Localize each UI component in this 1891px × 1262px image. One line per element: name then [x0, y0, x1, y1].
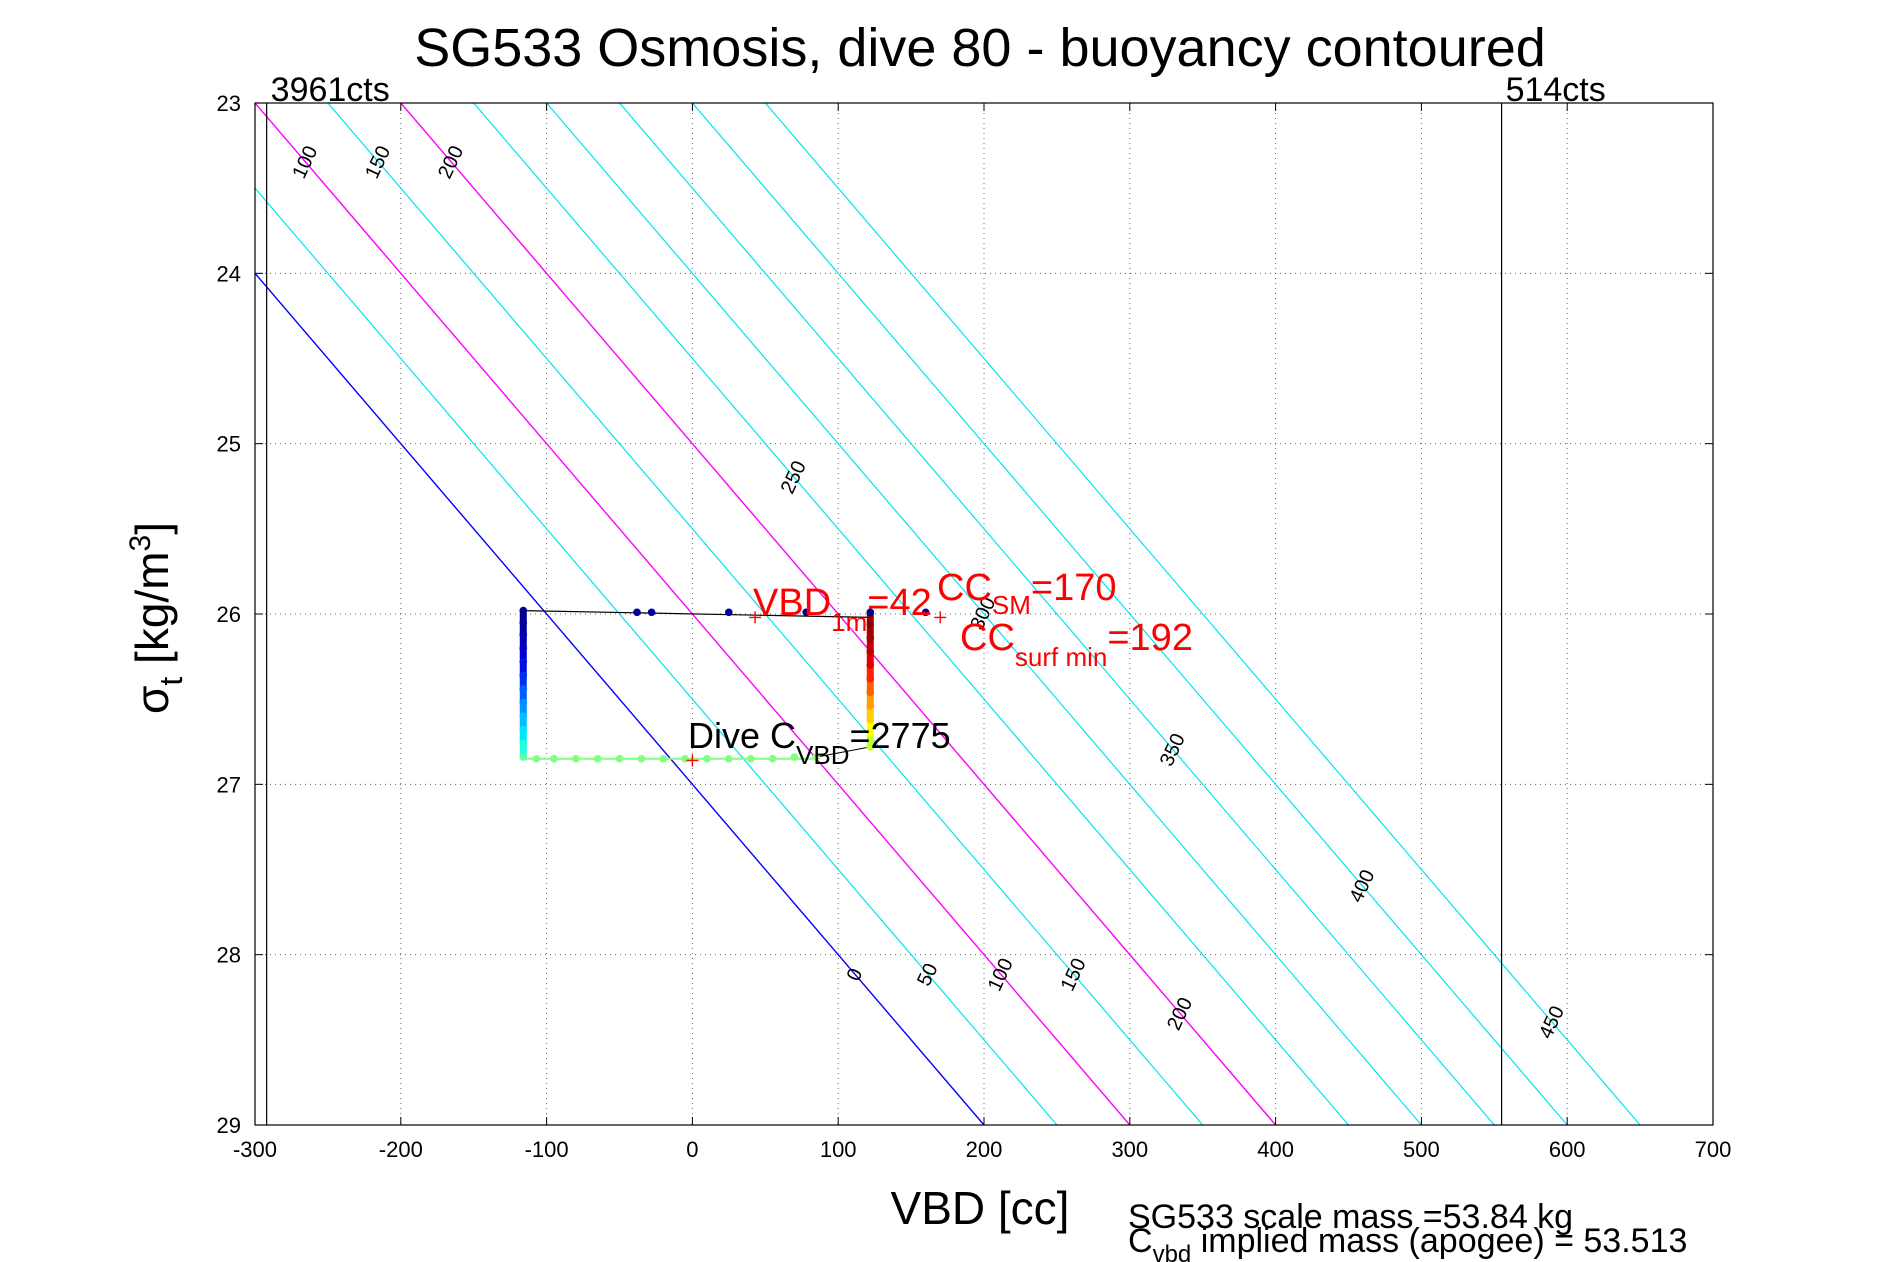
path-point	[615, 754, 624, 763]
scale-mass-note: SG533 scale mass =53.84 kg	[1128, 1198, 1573, 1236]
path-point	[866, 743, 875, 751]
marker-plus	[934, 611, 947, 624]
y-tick-label: 26	[217, 602, 241, 627]
path-point	[519, 606, 528, 615]
contour-label-bottom: 50	[913, 960, 942, 989]
dive-cvbd-annotation: Dive CVBD=2775	[688, 715, 951, 770]
path-point	[703, 754, 711, 763]
path-point	[866, 715, 875, 724]
path-point	[866, 608, 875, 617]
markers	[686, 611, 947, 767]
path-point	[633, 608, 641, 617]
plot-frame	[254, 102, 1714, 1126]
x-tick-label: 600	[1549, 1137, 1586, 1162]
path-point	[812, 753, 821, 761]
contour-line	[255, 272, 985, 1125]
x-tick-label: -200	[379, 1137, 423, 1162]
path-point	[519, 726, 528, 734]
x-tick-labels: -300 -200 -100 0 100 200 300 400 500 600 700	[233, 1137, 1731, 1162]
path-point	[550, 754, 558, 763]
cc-surf-min-annotation: CCsurf min=192	[960, 617, 1193, 672]
cc-sm-annotation: CCSM=170	[937, 567, 1116, 620]
contour-line	[255, 187, 1058, 1125]
path-point	[725, 754, 733, 763]
path-point	[866, 634, 875, 642]
path-point	[519, 618, 528, 627]
path-point	[659, 754, 668, 763]
vbd-1m-annotation: VBD1m=42	[753, 582, 932, 637]
x-tick-label: 500	[1403, 1137, 1440, 1162]
path-point	[571, 754, 580, 763]
path-point	[519, 657, 528, 666]
contour-line	[764, 103, 1641, 1125]
x-tick-label: 0	[686, 1137, 698, 1162]
implied-mass-note: Cvbd implied mass (apogee) = 53.513	[1128, 1222, 1687, 1262]
path-point	[637, 754, 646, 763]
path-point	[519, 739, 528, 748]
path-point	[866, 702, 875, 710]
path-line-top	[523, 609, 871, 619]
x-tick-label: 400	[1257, 1137, 1294, 1162]
y-axis-label: σt [kg/m3]	[124, 522, 189, 714]
x-tick-label: 200	[966, 1137, 1003, 1162]
y-tick-label: 27	[217, 772, 241, 797]
marker-plus	[686, 754, 699, 767]
x-tick-label: 300	[1111, 1137, 1148, 1162]
path-point	[790, 753, 799, 761]
path-point	[519, 671, 528, 680]
path-point	[866, 661, 875, 669]
dive-path	[519, 606, 930, 763]
path-point	[532, 754, 541, 763]
contour-line	[400, 103, 1277, 1125]
x-tick-label: -100	[525, 1137, 569, 1162]
path-point	[519, 712, 528, 720]
path-point	[802, 608, 810, 617]
path-point	[519, 644, 528, 652]
path-point	[681, 754, 689, 763]
x-tick-label: 700	[1695, 1137, 1732, 1162]
path-point	[519, 698, 528, 707]
chart-title: SG533 Osmosis, dive 80 - buoyancy contou…	[414, 18, 1546, 78]
contour-label-bottom: 0	[843, 965, 868, 984]
contour-line	[619, 103, 1495, 1125]
path-point	[921, 608, 930, 617]
y-tick-labels: 23 24 25 26 27 28 29	[217, 91, 241, 1138]
path-point	[866, 688, 875, 697]
vbd-limit-lines	[266, 103, 1503, 1125]
contour-line	[546, 103, 1422, 1125]
y-tick-label: 24	[217, 261, 241, 286]
path-point	[866, 729, 875, 738]
max-vbd-label: 514cts	[1506, 71, 1606, 109]
path-point	[866, 620, 875, 629]
min-vbd-label: 3961cts	[271, 71, 390, 109]
x-axis-label: VBD [cc]	[891, 1182, 1070, 1234]
y-tick-label: 29	[217, 1113, 241, 1138]
path-point	[519, 753, 528, 761]
contour-line	[691, 103, 1568, 1125]
y-tick-label: 25	[217, 432, 241, 457]
path-point	[593, 754, 602, 763]
path-point	[519, 685, 528, 693]
y-tick-label: 28	[217, 943, 241, 968]
x-tick-label: -300	[233, 1137, 277, 1162]
path-point	[519, 630, 528, 639]
y-tick-label: 23	[217, 91, 241, 116]
path-point	[647, 608, 656, 617]
x-tick-label: 100	[820, 1137, 857, 1162]
path-point	[725, 608, 733, 617]
path-point	[866, 647, 875, 656]
path-line-bottom	[816, 746, 871, 758]
marker-plus	[749, 611, 762, 624]
contour-line	[473, 103, 1349, 1125]
path-point	[866, 674, 875, 683]
path-point	[768, 754, 777, 763]
contour-line	[327, 103, 1204, 1125]
path-point	[746, 754, 755, 763]
